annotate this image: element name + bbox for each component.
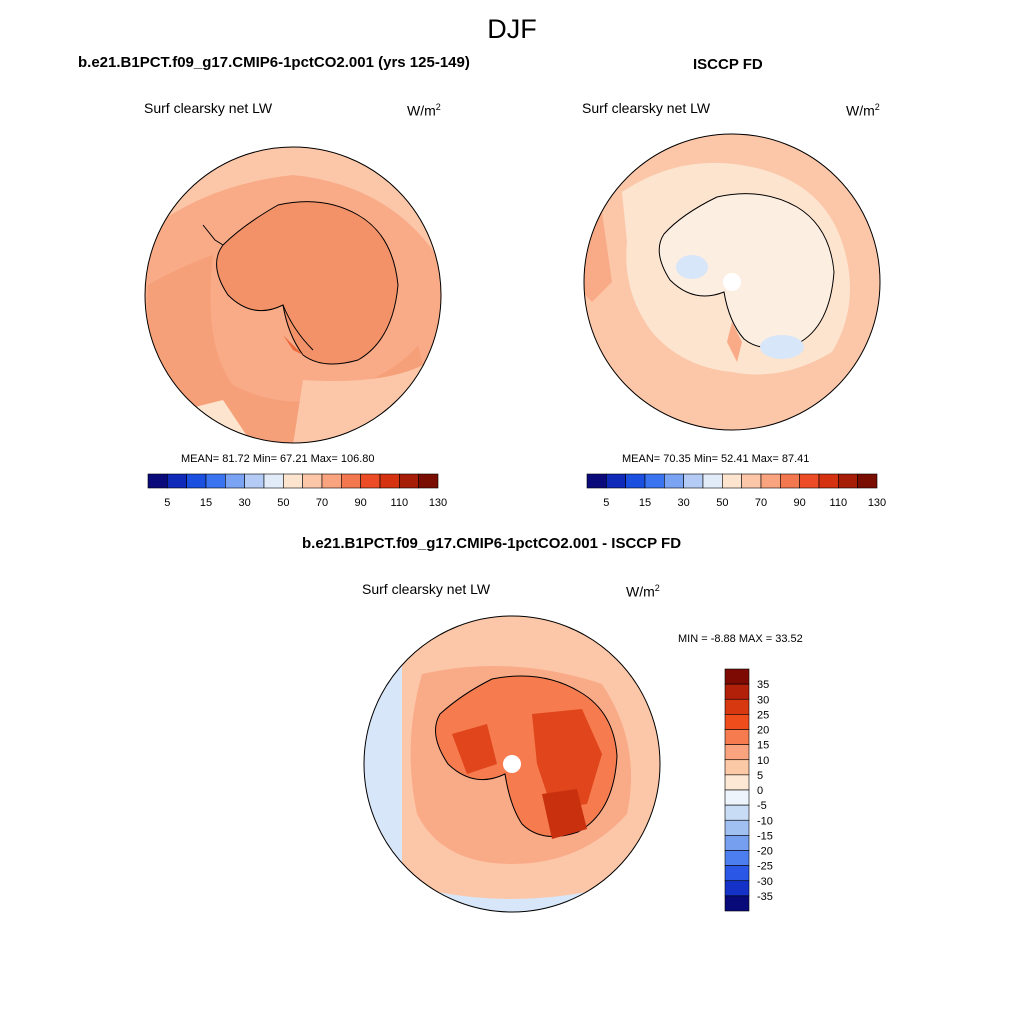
diff-colorbar-swatch xyxy=(724,759,750,776)
model-colorbar-swatch xyxy=(263,473,284,489)
model-units-label: W/m2 xyxy=(407,102,441,119)
model-antarctica-outline xyxy=(216,201,399,365)
diff-colorbar-swatch xyxy=(724,744,750,761)
season-title: DJF xyxy=(487,14,537,44)
model-colorbar: 5 15 30 50 70 90 110 130 xyxy=(147,473,447,509)
diff-colorbar-tick-label: -25 xyxy=(757,861,773,873)
diff-units-label: W/m2 xyxy=(626,583,660,600)
obs-colorbar-swatch xyxy=(799,473,820,489)
diff-colorbar-swatch xyxy=(724,804,750,821)
obs-colorbar-swatch xyxy=(838,473,858,489)
model-colorbar-tick-label: 30 xyxy=(239,497,251,509)
model-colorbar-swatch xyxy=(360,473,381,489)
obs-colorbar-tick-label: 90 xyxy=(794,497,806,509)
diff-colorbar-swatch xyxy=(724,698,750,715)
diff-colorbar-tick-label: 0 xyxy=(757,785,763,797)
model-colorbar-tick-label: 5 xyxy=(164,497,170,509)
model-colorbar-tick-label: 70 xyxy=(316,497,328,509)
model-colorbar-swatch xyxy=(283,473,303,489)
diff-colorbar-swatch xyxy=(724,819,750,836)
model-colorbar-tick-label: 15 xyxy=(200,497,212,509)
obs-colorbar-tick-label: 50 xyxy=(716,497,728,509)
diff-colorbar-tick-label: -30 xyxy=(757,876,773,888)
diff-colorbar-swatch xyxy=(724,835,750,851)
model-colorbar-swatch xyxy=(225,473,245,489)
diff-colorbar-tick-label: 35 xyxy=(757,679,769,691)
diff-blue-region xyxy=(364,664,402,894)
model-colorbar-tick-label: 130 xyxy=(429,497,447,509)
model-colorbar-swatch xyxy=(321,473,342,489)
model-colorbar-swatch xyxy=(147,473,168,489)
model-colorbar-tick-label: 110 xyxy=(391,497,409,509)
diff-colorbar-tick-label: 5 xyxy=(757,770,763,782)
model-stats: MEAN= 81.72 Min= 67.21 Max= 106.80 xyxy=(181,453,375,465)
obs-colorbar-swatch xyxy=(586,473,607,489)
diff-colorbar-tick-label: 10 xyxy=(757,755,769,767)
diff-colorbar-tick-label: -10 xyxy=(757,815,773,827)
obs-colorbar-tick-label: 70 xyxy=(755,497,767,509)
obs-colorbar-swatch xyxy=(741,473,762,489)
diff-colorbar: 35 30 25 20 15 10 5 0 -5 -10 -15 -20 -25 -30 -35 xyxy=(724,668,773,912)
model-variable-label: Surf clearsky net LW xyxy=(144,100,273,116)
obs-colorbar-tick-label: 110 xyxy=(830,497,848,509)
obs-colorbar-swatch xyxy=(644,473,665,489)
diff-colorbar-swatch xyxy=(724,789,750,806)
diff-colorbar-tick-label: 20 xyxy=(757,725,769,737)
model-colorbar-tick-label: 50 xyxy=(277,497,289,509)
diff-colorbar-swatch xyxy=(724,729,750,745)
model-colorbar-swatch xyxy=(186,473,207,489)
obs-colorbar-swatch xyxy=(818,473,839,489)
model-panel-title: b.e21.B1PCT.f09_g17.CMIP6-1pctCO2.001 (y… xyxy=(78,54,470,71)
obs-stats: MEAN= 70.35 Min= 52.41 Max= 87.41 xyxy=(622,453,810,465)
obs-colorbar-tick-label: 15 xyxy=(639,497,651,509)
model-colorbar-swatch xyxy=(399,473,419,489)
diff-colorbar-swatch xyxy=(724,668,750,685)
model-colorbar-swatch xyxy=(244,473,265,489)
model-colorbar-swatch xyxy=(302,473,323,489)
diff-variable-label: Surf clearsky net LW xyxy=(362,581,491,597)
diff-polar-map xyxy=(363,615,661,913)
obs-colorbar-swatch xyxy=(857,473,878,489)
model-colorbar-swatch xyxy=(418,473,439,489)
obs-colorbar-swatch xyxy=(760,473,781,489)
model-colorbar-swatch xyxy=(167,473,187,489)
model-colorbar-swatch xyxy=(341,473,361,489)
obs-colorbar-swatch xyxy=(625,473,646,489)
diff-colorbar-swatch xyxy=(724,895,750,912)
diff-colorbar-swatch xyxy=(724,865,750,882)
obs-colorbar-swatch xyxy=(683,473,704,489)
obs-colorbar-swatch xyxy=(664,473,684,489)
obs-colorbar-tick-label: 130 xyxy=(868,497,886,509)
diff-colorbar-tick-label: 15 xyxy=(757,740,769,752)
diff-colorbar-tick-label: -5 xyxy=(757,800,767,812)
obs-polar-map xyxy=(583,133,881,431)
obs-colorbar-tick-label: 30 xyxy=(678,497,690,509)
obs-units-label: W/m2 xyxy=(846,102,880,119)
obs-colorbar: 5 15 30 50 70 90 110 130 xyxy=(586,473,886,509)
model-colorbar-swatch xyxy=(205,473,226,489)
obs-colorbar-swatch xyxy=(606,473,626,489)
diff-stats: MIN = -8.88 MAX = 33.52 xyxy=(678,633,803,645)
diff-colorbar-tick-label: 30 xyxy=(757,694,769,706)
model-polar-map xyxy=(144,146,442,444)
obs-colorbar-tick-label: 5 xyxy=(603,497,609,509)
diff-colorbar-tick-label: -35 xyxy=(757,891,773,903)
obs-colorbar-swatch xyxy=(722,473,742,489)
diff-colorbar-swatch xyxy=(724,683,750,700)
diff-colorbar-swatch xyxy=(724,774,750,791)
diff-panel-title: b.e21.B1PCT.f09_g17.CMIP6-1pctCO2.001 - … xyxy=(302,535,682,552)
diff-colorbar-swatch xyxy=(724,714,750,730)
obs-colorbar-swatch xyxy=(780,473,800,489)
obs-panel-title: ISCCP FD xyxy=(693,56,763,73)
diff-colorbar-tick-label: 25 xyxy=(757,709,769,721)
obs-variable-label: Surf clearsky net LW xyxy=(582,100,711,116)
diff-colorbar-tick-label: -15 xyxy=(757,830,773,842)
diff-colorbar-tick-label: -20 xyxy=(757,846,773,858)
model-colorbar-tick-label: 90 xyxy=(355,497,367,509)
model-colorbar-swatch xyxy=(379,473,400,489)
obs-antarctica-outline xyxy=(658,193,835,349)
diff-colorbar-swatch xyxy=(724,880,750,897)
obs-colorbar-swatch xyxy=(702,473,723,489)
diff-colorbar-swatch xyxy=(724,850,750,866)
